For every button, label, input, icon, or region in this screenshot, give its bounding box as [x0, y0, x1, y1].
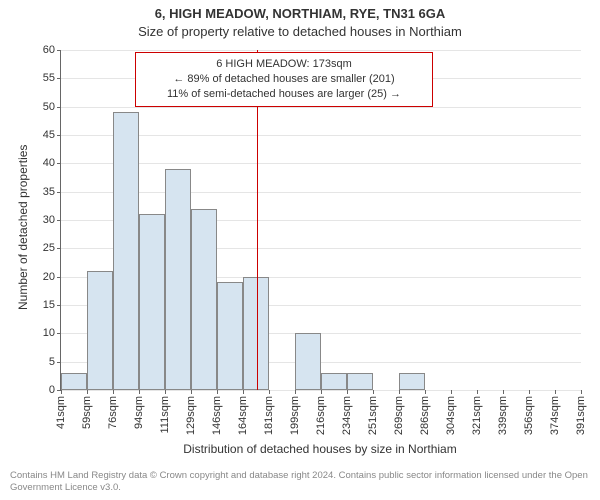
info-line-2: ← 89% of detached houses are smaller (20…	[144, 72, 424, 87]
ytick-mark	[57, 248, 61, 249]
histogram-bar	[295, 333, 321, 390]
ytick-label: 25	[43, 242, 55, 254]
xtick-mark	[217, 390, 218, 394]
xtick-mark	[399, 390, 400, 394]
xtick-label: 304sqm	[445, 396, 457, 435]
info-line-1: 6 HIGH MEADOW: 173sqm	[144, 57, 424, 72]
xtick-mark	[139, 390, 140, 394]
ytick-label: 20	[43, 271, 55, 283]
xtick-label: 129sqm	[185, 396, 197, 435]
xtick-label: 94sqm	[133, 396, 145, 429]
ytick-label: 10	[43, 327, 55, 339]
ytick-mark	[57, 220, 61, 221]
xtick-label: 76sqm	[107, 396, 119, 429]
ytick-mark	[57, 50, 61, 51]
gridline	[61, 50, 581, 51]
info-box: 6 HIGH MEADOW: 173sqm ← 89% of detached …	[135, 52, 433, 107]
histogram-bar	[217, 282, 243, 390]
histogram-bar	[139, 214, 165, 390]
histogram-bar	[347, 373, 373, 390]
ytick-mark	[57, 135, 61, 136]
gridline	[61, 163, 581, 164]
xtick-label: 164sqm	[237, 396, 249, 435]
xtick-mark	[503, 390, 504, 394]
xtick-label: 321sqm	[471, 396, 483, 435]
attribution-text: Contains HM Land Registry data © Crown c…	[10, 470, 590, 494]
xtick-mark	[555, 390, 556, 394]
histogram-bar	[61, 373, 87, 390]
ytick-mark	[57, 277, 61, 278]
xtick-label: 356sqm	[523, 396, 535, 435]
xtick-mark	[347, 390, 348, 394]
xtick-mark	[373, 390, 374, 394]
xtick-mark	[295, 390, 296, 394]
histogram-bar	[191, 209, 217, 390]
xtick-label: 251sqm	[367, 396, 379, 435]
xtick-label: 391sqm	[575, 396, 587, 435]
xtick-mark	[581, 390, 582, 394]
xtick-label: 41sqm	[55, 396, 67, 429]
ytick-label: 60	[43, 44, 55, 56]
ytick-label: 40	[43, 157, 55, 169]
histogram-bar	[165, 169, 191, 390]
chart-title-sub: Size of property relative to detached ho…	[0, 24, 600, 39]
xtick-label: 199sqm	[289, 396, 301, 435]
xtick-label: 339sqm	[497, 396, 509, 435]
ytick-label: 50	[43, 101, 55, 113]
xtick-mark	[87, 390, 88, 394]
xtick-label: 59sqm	[81, 396, 93, 429]
ytick-label: 45	[43, 129, 55, 141]
histogram-bar	[243, 277, 269, 390]
xtick-label: 146sqm	[211, 396, 223, 435]
ytick-label: 15	[43, 299, 55, 311]
xtick-mark	[191, 390, 192, 394]
xtick-mark	[243, 390, 244, 394]
xtick-mark	[269, 390, 270, 394]
info-line-3: 11% of semi-detached houses are larger (…	[144, 87, 424, 102]
histogram-bar	[87, 271, 113, 390]
ytick-mark	[57, 362, 61, 363]
histogram-bar	[321, 373, 347, 390]
xtick-label: 234sqm	[341, 396, 353, 435]
gridline	[61, 192, 581, 193]
xtick-label: 111sqm	[159, 396, 171, 434]
xtick-mark	[165, 390, 166, 394]
histogram-bar	[113, 112, 139, 390]
xtick-mark	[321, 390, 322, 394]
y-axis-label: Number of detached properties	[16, 145, 30, 310]
ytick-mark	[57, 333, 61, 334]
xtick-label: 181sqm	[263, 396, 275, 435]
xtick-mark	[529, 390, 530, 394]
ytick-label: 55	[43, 72, 55, 84]
ytick-mark	[57, 107, 61, 108]
xtick-mark	[61, 390, 62, 394]
ytick-mark	[57, 192, 61, 193]
histogram-bar	[399, 373, 425, 390]
ytick-mark	[57, 163, 61, 164]
xtick-label: 216sqm	[315, 396, 327, 435]
xtick-label: 374sqm	[549, 396, 561, 435]
xtick-mark	[451, 390, 452, 394]
xtick-mark	[477, 390, 478, 394]
gridline	[61, 107, 581, 108]
xtick-mark	[113, 390, 114, 394]
ytick-label: 35	[43, 186, 55, 198]
ytick-label: 30	[43, 214, 55, 226]
xtick-label: 286sqm	[419, 396, 431, 435]
xtick-mark	[425, 390, 426, 394]
xtick-label: 269sqm	[393, 396, 405, 435]
chart-container: 6, HIGH MEADOW, NORTHIAM, RYE, TN31 6GA …	[0, 0, 600, 500]
chart-title-main: 6, HIGH MEADOW, NORTHIAM, RYE, TN31 6GA	[0, 6, 600, 21]
ytick-mark	[57, 305, 61, 306]
ytick-label: 0	[49, 384, 55, 396]
ytick-mark	[57, 78, 61, 79]
gridline	[61, 135, 581, 136]
x-axis-label: Distribution of detached houses by size …	[60, 442, 580, 456]
ytick-label: 5	[49, 356, 55, 368]
